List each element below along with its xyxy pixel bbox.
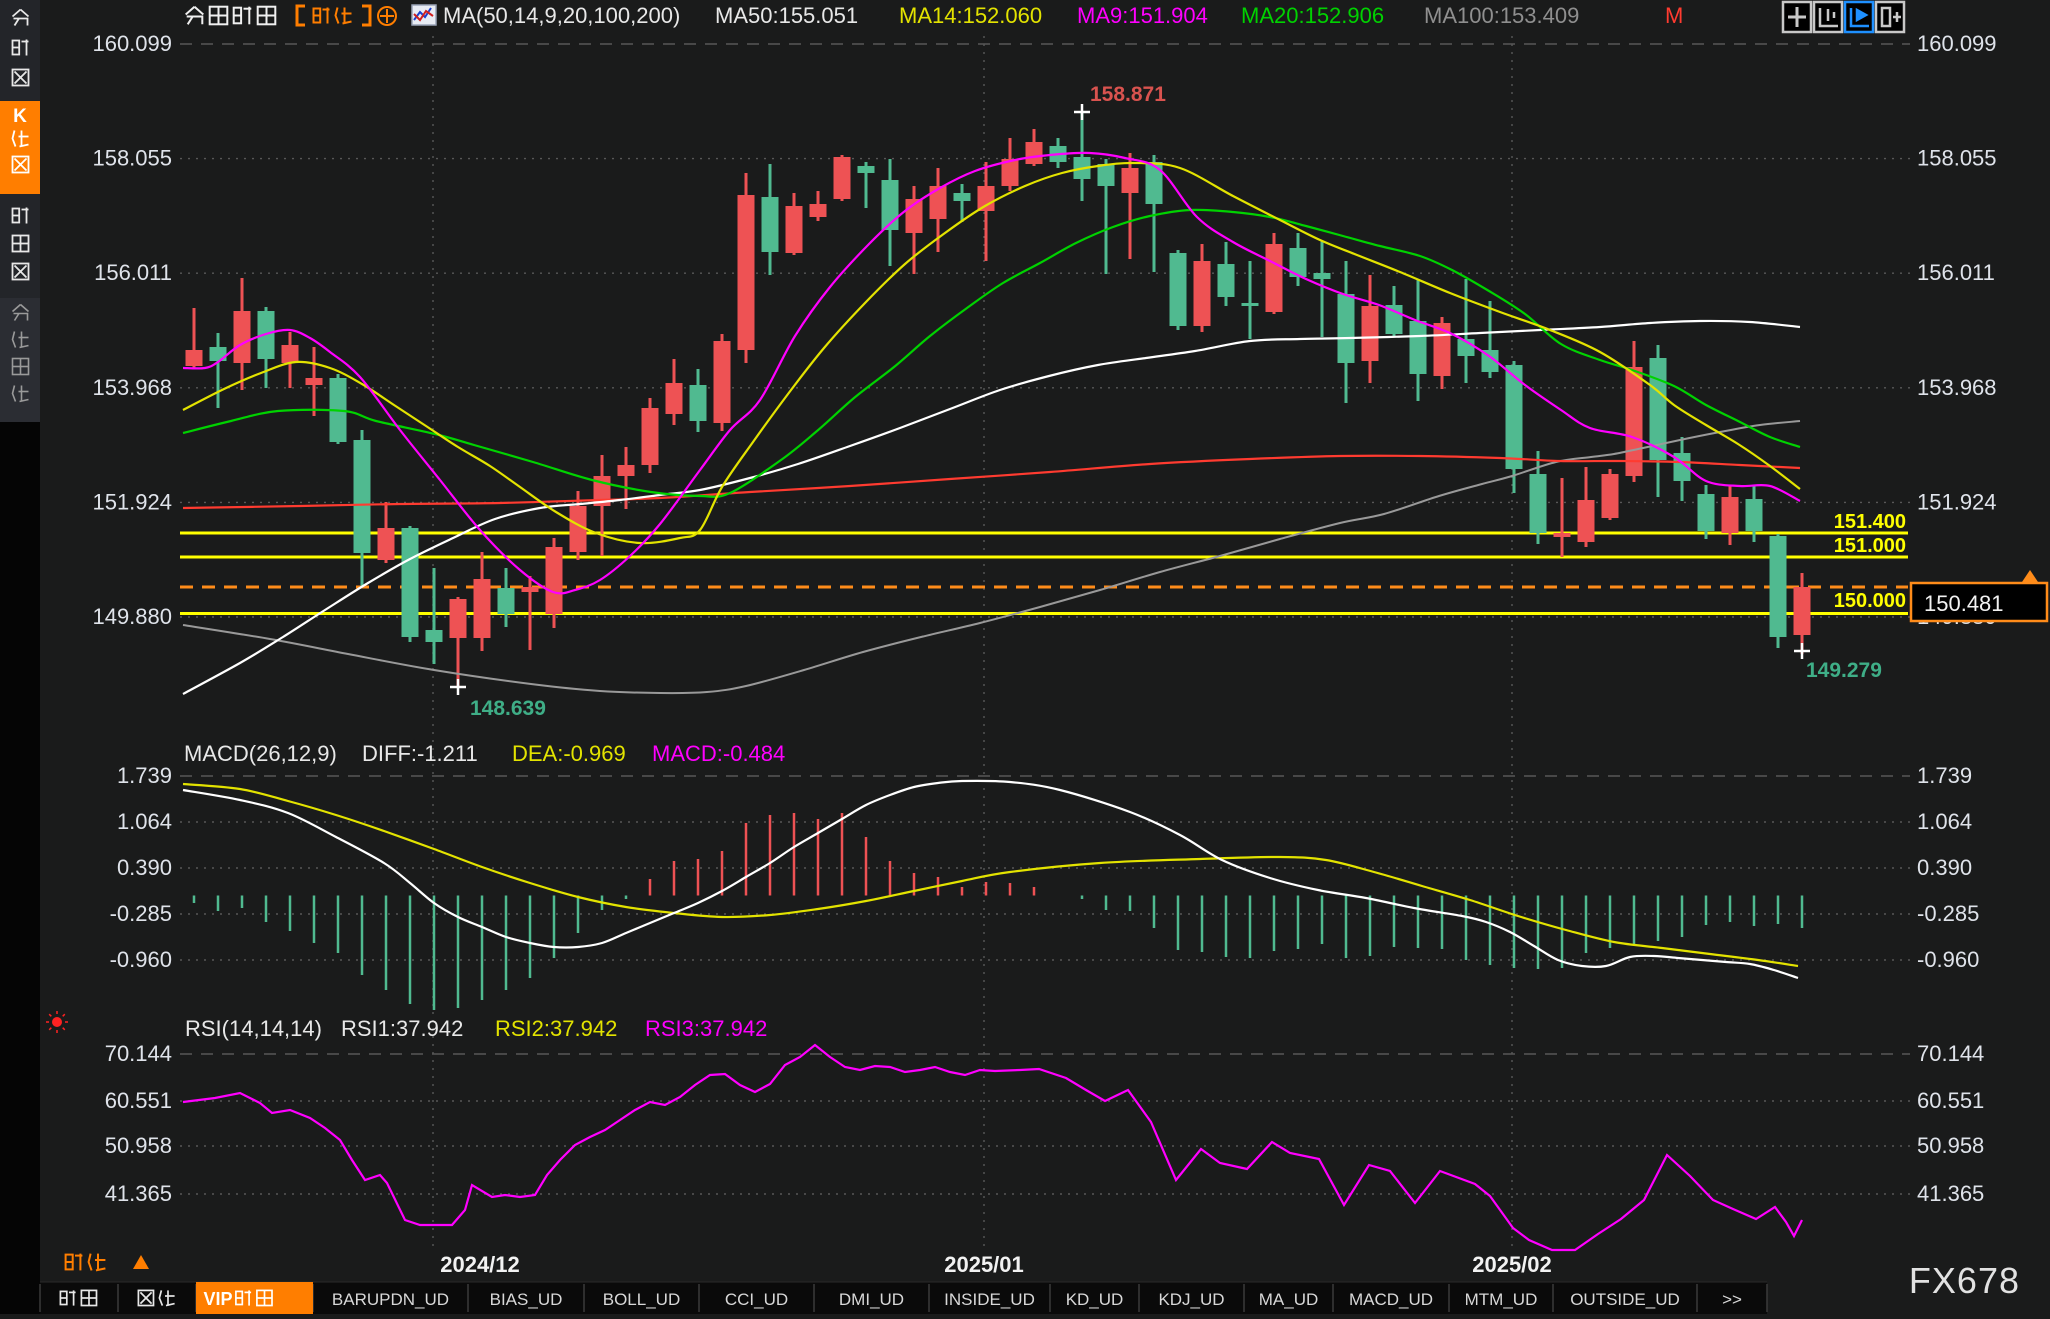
svg-text:156.011: 156.011 — [94, 260, 172, 285]
svg-text:M: M — [1665, 3, 1683, 28]
svg-text:MACD:-0.484: MACD:-0.484 — [652, 741, 785, 766]
svg-text:149.880: 149.880 — [92, 604, 172, 629]
svg-text:RSI3:37.942: RSI3:37.942 — [645, 1016, 767, 1041]
svg-text:DMI_UD: DMI_UD — [839, 1290, 904, 1309]
svg-text:MA100:153.409: MA100:153.409 — [1424, 3, 1579, 28]
svg-text:41.365: 41.365 — [105, 1181, 172, 1206]
svg-text:BARUPDN_UD: BARUPDN_UD — [332, 1290, 449, 1309]
svg-text:VIP: VIP — [203, 1289, 232, 1309]
svg-text:1.739: 1.739 — [117, 763, 172, 788]
svg-text:-0.285: -0.285 — [110, 901, 172, 926]
svg-text:OUTSIDE_UD: OUTSIDE_UD — [1570, 1290, 1680, 1309]
svg-text:MA50:155.051: MA50:155.051 — [715, 3, 858, 28]
svg-text:160.099: 160.099 — [92, 31, 172, 56]
svg-text:149.279: 149.279 — [1806, 659, 1882, 682]
svg-text:MACD(26,12,9): MACD(26,12,9) — [184, 741, 337, 766]
svg-text:-0.960: -0.960 — [1917, 947, 1979, 972]
svg-text:BOLL_UD: BOLL_UD — [603, 1290, 680, 1309]
svg-text:K: K — [13, 106, 27, 127]
svg-text:70.144: 70.144 — [1917, 1041, 1984, 1066]
svg-text:41.365: 41.365 — [1917, 1181, 1984, 1206]
svg-text:150.000: 150.000 — [1834, 590, 1906, 612]
svg-text:0.390: 0.390 — [1917, 855, 1972, 880]
svg-text:153.968: 153.968 — [1917, 375, 1997, 400]
svg-text:KDJ_UD: KDJ_UD — [1158, 1290, 1224, 1309]
svg-text:MA14:152.060: MA14:152.060 — [899, 3, 1042, 28]
svg-text:FX678: FX678 — [1909, 1260, 2020, 1301]
svg-text:158.055: 158.055 — [1917, 146, 1997, 171]
svg-text:BIAS_UD: BIAS_UD — [490, 1290, 563, 1309]
svg-text:1.739: 1.739 — [1917, 763, 1972, 788]
svg-text:1.064: 1.064 — [117, 809, 172, 834]
svg-text:KD_UD: KD_UD — [1066, 1290, 1124, 1309]
svg-text:158.871: 158.871 — [1090, 83, 1166, 106]
svg-text:0.390: 0.390 — [117, 855, 172, 880]
svg-text:-0.960: -0.960 — [110, 947, 172, 972]
svg-text:160.099: 160.099 — [1917, 31, 1997, 56]
svg-text:1.064: 1.064 — [1917, 809, 1972, 834]
svg-text:151.924: 151.924 — [1917, 489, 1997, 514]
svg-text:156.011: 156.011 — [1917, 260, 1995, 285]
svg-text:DEA:-0.969: DEA:-0.969 — [512, 741, 626, 766]
svg-text:CCI_UD: CCI_UD — [725, 1290, 788, 1309]
svg-text:MA9:151.904: MA9:151.904 — [1077, 3, 1208, 28]
svg-text:DIFF:-1.211: DIFF:-1.211 — [362, 741, 478, 766]
svg-text:2025/02: 2025/02 — [1472, 1252, 1552, 1277]
svg-text:RSI2:37.942: RSI2:37.942 — [495, 1016, 617, 1041]
svg-text:MA(50,14,9,20,100,200): MA(50,14,9,20,100,200) — [443, 3, 680, 28]
svg-text:151.000: 151.000 — [1834, 535, 1906, 557]
svg-text:148.639: 148.639 — [470, 697, 546, 720]
svg-text:151.400: 151.400 — [1834, 511, 1906, 533]
svg-text:50.958: 50.958 — [1917, 1133, 1984, 1158]
svg-text:RSI(14,14,14): RSI(14,14,14) — [185, 1016, 322, 1041]
svg-text:MA20:152.906: MA20:152.906 — [1241, 3, 1384, 28]
svg-text:2025/01: 2025/01 — [944, 1252, 1024, 1277]
svg-text:MTM_UD: MTM_UD — [1465, 1290, 1538, 1309]
svg-text:>>: >> — [1722, 1290, 1742, 1309]
svg-text:158.055: 158.055 — [92, 146, 172, 171]
svg-text:MACD_UD: MACD_UD — [1349, 1290, 1433, 1309]
svg-text:MA_UD: MA_UD — [1259, 1290, 1319, 1309]
svg-text:RSI1:37.942: RSI1:37.942 — [341, 1016, 463, 1041]
svg-text:2024/12: 2024/12 — [440, 1252, 520, 1277]
svg-text:-0.285: -0.285 — [1917, 901, 1979, 926]
svg-text:151.924: 151.924 — [92, 489, 172, 514]
svg-text:60.551: 60.551 — [105, 1088, 172, 1113]
svg-text:INSIDE_UD: INSIDE_UD — [944, 1290, 1035, 1309]
svg-text:50.958: 50.958 — [105, 1133, 172, 1158]
svg-text:150.481: 150.481 — [1924, 591, 2004, 616]
svg-text:70.144: 70.144 — [105, 1041, 172, 1066]
svg-text:153.968: 153.968 — [92, 375, 172, 400]
svg-text:60.551: 60.551 — [1917, 1088, 1984, 1113]
